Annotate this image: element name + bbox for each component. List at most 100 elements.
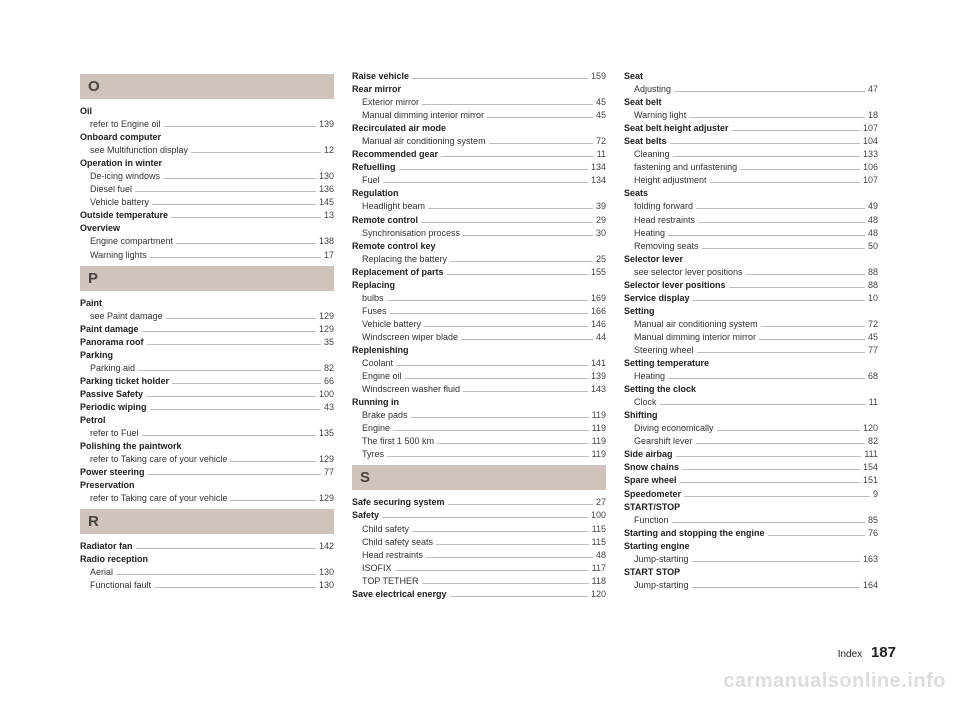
leader-line xyxy=(463,391,588,392)
entry-label: START/STOP xyxy=(624,501,680,514)
index-entry: Overview xyxy=(80,222,334,235)
leader-line xyxy=(463,235,593,236)
leader-line xyxy=(142,331,316,332)
entry-label: Headlight beam xyxy=(362,200,425,213)
index-entry: Adjusting47 xyxy=(624,83,878,96)
entry-label: TOP TETHER xyxy=(362,575,419,588)
index-entry: Remote control key xyxy=(352,240,606,253)
leader-line xyxy=(135,191,316,192)
index-entry: Gearshift lever82 xyxy=(624,435,878,448)
entry-page: 82 xyxy=(324,362,334,375)
entry-page: 134 xyxy=(591,174,606,187)
index-entry: START STOP xyxy=(624,566,878,579)
index-entry: Tyres119 xyxy=(352,448,606,461)
leader-line xyxy=(702,248,865,249)
entry-label: Steering wheel xyxy=(634,344,694,357)
leader-line xyxy=(396,365,588,366)
entry-label: Petrol xyxy=(80,414,106,427)
entry-page: 129 xyxy=(319,492,334,505)
entry-page: 117 xyxy=(592,562,606,575)
entry-page: 141 xyxy=(591,357,606,370)
entry-label: Coolant xyxy=(362,357,393,370)
leader-line xyxy=(672,522,865,523)
leader-line xyxy=(740,169,860,170)
entry-label: Setting temperature xyxy=(624,357,709,370)
section-letter: P xyxy=(80,266,334,291)
index-entry: Petrol xyxy=(80,414,334,427)
entry-page: 82 xyxy=(868,435,878,448)
index-entry: Replenishing xyxy=(352,344,606,357)
index-entry: Paint damage129 xyxy=(80,323,334,336)
entry-label: Manual air conditioning system xyxy=(362,135,486,148)
index-entry: Seat belts104 xyxy=(624,135,878,148)
entry-page: 35 xyxy=(324,336,334,349)
index-entry: Child safety seats115 xyxy=(352,536,606,549)
index-entry: Parking aid82 xyxy=(80,362,334,375)
entry-label: fastening and unfastening xyxy=(634,161,737,174)
entry-page: 18 xyxy=(868,109,878,122)
leader-line xyxy=(116,574,316,575)
leader-line xyxy=(136,548,316,549)
index-entry: see Paint damage129 xyxy=(80,310,334,323)
leader-line xyxy=(424,326,588,327)
entry-page: 72 xyxy=(596,135,606,148)
leader-line xyxy=(692,587,860,588)
entry-label: Recommended gear xyxy=(352,148,438,161)
index-entry: Side airbag111 xyxy=(624,448,878,461)
entry-page: 10 xyxy=(868,292,878,305)
entry-label: START STOP xyxy=(624,566,680,579)
entry-label: Height adjustment xyxy=(634,174,707,187)
index-entry: Remote control29 xyxy=(352,214,606,227)
entry-label: Engine oil xyxy=(362,370,402,383)
index-entry: Speedometer9 xyxy=(624,488,878,501)
index-entry: Oil xyxy=(80,105,334,118)
entry-label: Setting the clock xyxy=(624,383,696,396)
leader-line xyxy=(692,561,860,562)
index-entry: Warning lights17 xyxy=(80,249,334,262)
entry-label: see selector lever positions xyxy=(634,266,743,279)
entry-page: 27 xyxy=(596,496,606,509)
leader-line xyxy=(382,517,588,518)
index-entry: Head restraints48 xyxy=(352,549,606,562)
index-entry: refer to Taking care of your vehicle129 xyxy=(80,453,334,466)
entry-page: 100 xyxy=(319,388,334,401)
entry-page: 135 xyxy=(319,427,334,440)
leader-line xyxy=(668,235,865,236)
entry-label: Fuses xyxy=(362,305,387,318)
index-entry: De-icing windows130 xyxy=(80,170,334,183)
entry-label: Regulation xyxy=(352,187,399,200)
leader-line xyxy=(437,443,589,444)
index-entry: Passive Safety100 xyxy=(80,388,334,401)
entry-label: Warning light xyxy=(634,109,686,122)
entry-label: Windscreen washer fluid xyxy=(362,383,460,396)
index-entry: Raise vehicle159 xyxy=(352,70,606,83)
index-entry: Power steering77 xyxy=(80,466,334,479)
leader-line xyxy=(450,261,593,262)
entry-page: 44 xyxy=(596,331,606,344)
entry-label: refer to Taking care of your vehicle xyxy=(90,492,227,505)
index-entry: Manual dimming interior mirror45 xyxy=(624,331,878,344)
entry-page: 169 xyxy=(591,292,606,305)
entry-page: 118 xyxy=(592,575,606,588)
entry-page: 166 xyxy=(591,305,606,318)
entry-label: Selector lever positions xyxy=(624,279,726,292)
entry-label: Preservation xyxy=(80,479,135,492)
entry-label: Windscreen wiper blade xyxy=(362,331,458,344)
entry-page: 43 xyxy=(324,401,334,414)
index-entry: Onboard computer xyxy=(80,131,334,144)
entry-page: 120 xyxy=(863,422,878,435)
entry-page: 12 xyxy=(324,144,334,157)
index-entry: Warning light 18 xyxy=(624,109,878,122)
entry-label: Seat belt height adjuster xyxy=(624,122,729,135)
leader-line xyxy=(759,339,865,340)
entry-label: Side airbag xyxy=(624,448,673,461)
entry-label: Child safety xyxy=(362,523,409,536)
entry-page: 72 xyxy=(868,318,878,331)
index-entry: Replacing the battery25 xyxy=(352,253,606,266)
index-entry: Removing seats50 xyxy=(624,240,878,253)
index-entry: Replacement of parts155 xyxy=(352,266,606,279)
entry-label: Seats xyxy=(624,187,648,200)
entry-page: 129 xyxy=(319,323,334,336)
watermark: carmanualsonline.info xyxy=(723,670,946,693)
entry-label: Save electrical energy xyxy=(352,588,447,601)
